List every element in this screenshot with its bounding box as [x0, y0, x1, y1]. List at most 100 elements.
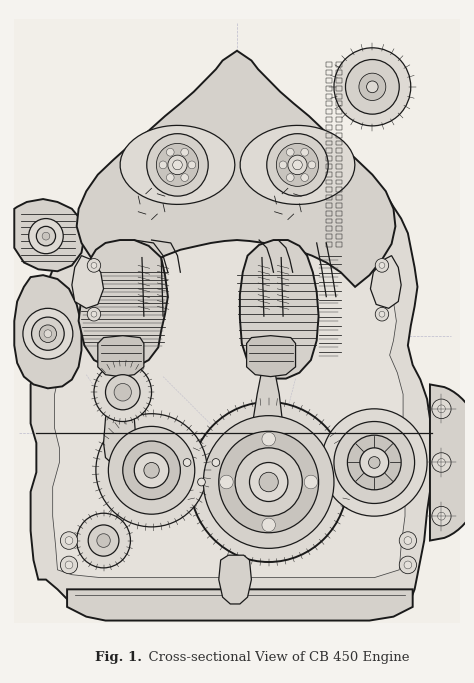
Circle shape: [65, 537, 73, 544]
Bar: [336, 171, 342, 177]
Bar: [336, 156, 342, 161]
Bar: [326, 70, 332, 75]
Circle shape: [267, 134, 328, 196]
Circle shape: [301, 148, 309, 156]
Circle shape: [399, 532, 417, 549]
Bar: [336, 226, 342, 232]
Circle shape: [262, 518, 275, 532]
Polygon shape: [14, 275, 82, 389]
Circle shape: [39, 325, 56, 342]
Bar: [336, 125, 342, 130]
Circle shape: [203, 416, 334, 548]
Polygon shape: [98, 335, 144, 376]
Bar: [336, 141, 342, 145]
Circle shape: [288, 155, 307, 175]
Bar: [336, 164, 342, 169]
Bar: [326, 86, 332, 91]
Circle shape: [60, 532, 78, 549]
Polygon shape: [14, 199, 84, 271]
Circle shape: [188, 161, 196, 169]
Circle shape: [360, 448, 389, 477]
Bar: [326, 141, 332, 145]
Circle shape: [29, 219, 63, 253]
Circle shape: [91, 262, 97, 268]
Bar: [336, 195, 342, 200]
Circle shape: [109, 426, 195, 514]
Bar: [326, 226, 332, 232]
Polygon shape: [251, 373, 284, 464]
Circle shape: [123, 441, 181, 499]
Bar: [326, 109, 332, 114]
Circle shape: [359, 73, 386, 100]
Bar: [326, 125, 332, 130]
Circle shape: [23, 308, 73, 359]
Bar: [326, 102, 332, 107]
Bar: [336, 180, 342, 184]
Circle shape: [87, 307, 100, 321]
Polygon shape: [246, 335, 296, 376]
Polygon shape: [103, 373, 136, 464]
Circle shape: [166, 173, 174, 182]
Circle shape: [166, 148, 174, 156]
Circle shape: [220, 475, 233, 489]
Circle shape: [276, 143, 319, 186]
Circle shape: [168, 155, 187, 175]
Circle shape: [346, 59, 399, 114]
Circle shape: [301, 173, 309, 182]
Bar: [326, 219, 332, 223]
Circle shape: [114, 383, 131, 401]
Polygon shape: [31, 57, 432, 599]
Bar: [336, 148, 342, 153]
Circle shape: [77, 513, 130, 568]
Circle shape: [156, 143, 199, 186]
Circle shape: [212, 458, 220, 466]
Circle shape: [198, 478, 205, 486]
Bar: [326, 203, 332, 208]
Polygon shape: [67, 589, 413, 621]
Circle shape: [308, 161, 316, 169]
Circle shape: [334, 421, 415, 503]
Bar: [326, 62, 332, 68]
Circle shape: [181, 173, 189, 182]
Bar: [326, 78, 332, 83]
Circle shape: [379, 311, 385, 317]
Circle shape: [60, 556, 78, 574]
Polygon shape: [371, 255, 401, 308]
Circle shape: [190, 402, 347, 562]
Circle shape: [96, 414, 207, 527]
Bar: [336, 133, 342, 137]
Polygon shape: [79, 240, 168, 370]
Bar: [326, 171, 332, 177]
Circle shape: [432, 453, 451, 472]
Circle shape: [432, 506, 451, 526]
Bar: [326, 187, 332, 192]
Circle shape: [292, 160, 302, 170]
Bar: [326, 94, 332, 98]
Bar: [336, 117, 342, 122]
Circle shape: [173, 160, 182, 170]
Bar: [336, 234, 342, 239]
Circle shape: [32, 317, 64, 350]
Circle shape: [334, 48, 411, 126]
Circle shape: [368, 457, 380, 469]
Bar: [326, 195, 332, 200]
Bar: [336, 94, 342, 98]
Bar: [326, 164, 332, 169]
Bar: [336, 109, 342, 114]
Bar: [336, 86, 342, 91]
Circle shape: [375, 259, 389, 273]
Circle shape: [399, 556, 417, 574]
Bar: [326, 242, 332, 247]
Text: Cross-sectional View of CB 450 Engine: Cross-sectional View of CB 450 Engine: [140, 650, 410, 664]
Polygon shape: [53, 100, 405, 578]
Circle shape: [97, 533, 110, 547]
Circle shape: [404, 561, 412, 569]
Circle shape: [438, 405, 445, 413]
Circle shape: [438, 512, 445, 520]
Circle shape: [235, 448, 302, 516]
Bar: [336, 211, 342, 216]
Circle shape: [438, 458, 445, 466]
Bar: [326, 148, 332, 153]
Circle shape: [42, 232, 50, 240]
Bar: [336, 62, 342, 68]
